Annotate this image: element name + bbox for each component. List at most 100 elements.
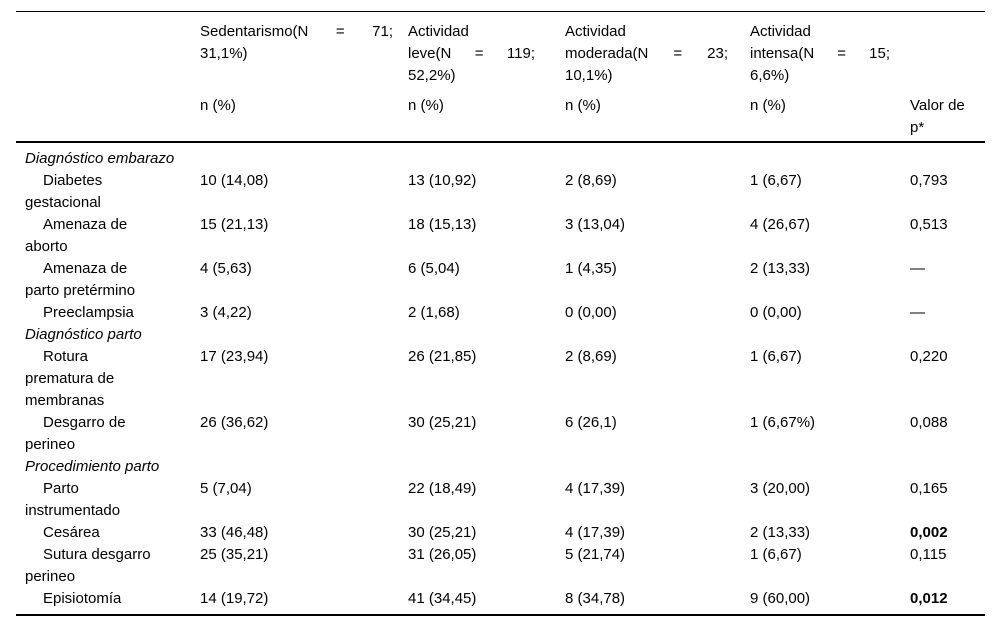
cell-n-pct: 30 (25,21) <box>408 414 477 431</box>
col-header-line: leve(N = 119; <box>408 45 535 62</box>
cell-n-pct: 2 (13,33) <box>750 260 811 277</box>
table-row: Parto instrumentado 5 (7,04) 22 (18,49) … <box>16 478 985 522</box>
table-row: Preeclampsia 3 (4,22) 2 (1,68) 0 (0,00) … <box>16 302 985 324</box>
col-header-line: moderada(N = 23; <box>565 45 728 62</box>
cell-n-pct: 26 (36,62) <box>200 414 269 431</box>
cell-n-pct: 10 (14,08) <box>200 172 269 189</box>
col-header-line: Actividad <box>408 23 469 40</box>
row-label: Desgarro de perineo <box>25 414 126 453</box>
cell-n-pct: 15 (21,13) <box>200 216 269 233</box>
cell-n-pct: 3 (20,00) <box>750 480 811 497</box>
cell-n-pct: 6 (26,1) <box>565 414 617 431</box>
col-header-line: 6,6%) <box>750 67 790 84</box>
row-label: Preeclampsia <box>43 304 134 321</box>
cell-n-pct: 1 (6,67%) <box>750 414 816 431</box>
cell-p-value: 0,115 <box>910 546 947 563</box>
cell-n-pct: 5 (21,74) <box>565 546 626 563</box>
table-row: Diabetes gestacional 10 (14,08) 13 (10,9… <box>16 170 985 214</box>
results-table: Sedentarismo(N = 71; 31,1%) Actividad le… <box>16 11 985 616</box>
cell-p-value: — <box>910 260 925 277</box>
cell-n-pct: 8 (34,78) <box>565 590 626 607</box>
cell-n-pct: 2 (8,69) <box>565 348 617 365</box>
section-header: Diagnóstico embarazo <box>25 150 175 167</box>
col-header-sedentarismo: Sedentarismo(N = 71; 31,1%) <box>200 21 408 65</box>
subheader-n-pct: n (%) <box>200 97 236 114</box>
col-header-line: 52,2%) <box>408 67 456 84</box>
cell-n-pct: 22 (18,49) <box>408 480 477 497</box>
cell-p-value: 0,012 <box>910 590 948 607</box>
cell-n-pct: 25 (35,21) <box>200 546 269 563</box>
cell-n-pct: 4 (17,39) <box>565 480 626 497</box>
cell-n-pct: 4 (26,67) <box>750 216 811 233</box>
col-header-line: 31,1%) <box>200 45 248 62</box>
cell-n-pct: 26 (21,85) <box>408 348 477 365</box>
cell-n-pct: 9 (60,00) <box>750 590 811 607</box>
row-label: Cesárea <box>43 524 100 541</box>
cell-n-pct: 17 (23,94) <box>200 348 269 365</box>
cell-p-value: 0,513 <box>910 216 948 233</box>
col-header-line: Actividad <box>565 23 626 40</box>
cell-n-pct: 18 (15,13) <box>408 216 477 233</box>
cell-n-pct: 2 (8,69) <box>565 172 617 189</box>
cell-n-pct: 1 (6,67) <box>750 546 802 563</box>
cell-p-value: 0,220 <box>910 348 948 365</box>
table-row: Rotura prematura de membranas 17 (23,94)… <box>16 346 985 412</box>
cell-n-pct: 41 (34,45) <box>408 590 477 607</box>
table-row: Cesárea 33 (46,48) 30 (25,21) 4 (17,39) … <box>16 522 985 544</box>
cell-n-pct: 2 (1,68) <box>408 304 460 321</box>
table-row: Sutura desgarro perineo 25 (35,21) 31 (2… <box>16 544 985 588</box>
cell-n-pct: 5 (7,04) <box>200 480 252 497</box>
row-label: Parto instrumentado <box>25 480 121 519</box>
cell-p-value: 0,165 <box>910 480 948 497</box>
subheader-n-pct: n (%) <box>565 97 601 114</box>
cell-n-pct: 13 (10,92) <box>408 172 477 189</box>
section-header: Procedimiento parto <box>25 458 160 475</box>
col-header-actividad-intensa: Actividad intensa(N = 15; 6,6%) <box>750 21 910 87</box>
row-label: Diabetes gestacional <box>25 172 103 211</box>
row-label: Rotura prematura de membranas <box>25 348 115 409</box>
cell-n-pct: 6 (5,04) <box>408 260 460 277</box>
header-group-row: Sedentarismo(N = 71; 31,1%) Actividad le… <box>16 12 985 87</box>
row-label: Amenaza de parto pretérmino <box>25 260 136 299</box>
cell-n-pct: 1 (6,67) <box>750 348 802 365</box>
row-label: Amenaza de aborto <box>25 216 128 255</box>
cell-n-pct: 1 (6,67) <box>750 172 802 189</box>
cell-n-pct: 33 (46,48) <box>200 524 269 541</box>
cell-n-pct: 0 (0,00) <box>750 304 802 321</box>
cell-n-pct: 2 (13,33) <box>750 524 811 541</box>
table-row: Amenaza de aborto 15 (21,13) 18 (15,13) … <box>16 214 985 258</box>
cell-n-pct: 4 (5,63) <box>200 260 252 277</box>
cell-n-pct: 3 (13,04) <box>565 216 626 233</box>
col-header-line: 10,1%) <box>565 67 613 84</box>
col-header-line: Actividad <box>750 23 811 40</box>
col-header-line: intensa(N = 15; <box>750 45 890 62</box>
cell-n-pct: 30 (25,21) <box>408 524 477 541</box>
table-row: Episiotomía 14 (19,72) 41 (34,45) 8 (34,… <box>16 588 985 610</box>
cell-p-value: — <box>910 304 925 321</box>
table-row: Amenaza de parto pretérmino 4 (5,63) 6 (… <box>16 258 985 302</box>
cell-p-value: 0,793 <box>910 172 948 189</box>
table-row: Desgarro de perineo 26 (36,62) 30 (25,21… <box>16 412 985 456</box>
cell-n-pct: 31 (26,05) <box>408 546 477 563</box>
col-header-line: p* <box>910 119 925 136</box>
cell-p-value: 0,088 <box>910 414 948 431</box>
col-header-actividad-moderada: Actividad moderada(N = 23; 10,1%) <box>565 21 750 87</box>
cell-n-pct: 4 (17,39) <box>565 524 626 541</box>
col-header-line: Sedentarismo(N = 71; <box>200 23 393 40</box>
subheader-n-pct: n (%) <box>408 97 444 114</box>
cell-n-pct: 0 (0,00) <box>565 304 617 321</box>
row-label: Sutura desgarro perineo <box>25 546 151 585</box>
cell-p-value: 0,002 <box>910 524 948 541</box>
subheader-n-pct: n (%) <box>750 97 786 114</box>
row-label: Episiotomía <box>43 590 122 607</box>
col-header-p-value: Valor de p* <box>910 95 985 139</box>
header-subrow: n (%) n (%) n (%) n (%) Valor de p* <box>16 87 985 141</box>
col-header-line: Valor de <box>910 97 965 114</box>
section-header: Diagnóstico parto <box>25 326 142 343</box>
table-header: Sedentarismo(N = 71; 31,1%) Actividad le… <box>16 11 985 143</box>
cell-n-pct: 3 (4,22) <box>200 304 252 321</box>
table-body: Diagnóstico embarazo Diabetes gestaciona… <box>16 143 985 616</box>
col-header-actividad-leve: Actividad leve(N = 119; 52,2%) <box>408 21 565 87</box>
cell-n-pct: 1 (4,35) <box>565 260 617 277</box>
cell-n-pct: 14 (19,72) <box>200 590 269 607</box>
